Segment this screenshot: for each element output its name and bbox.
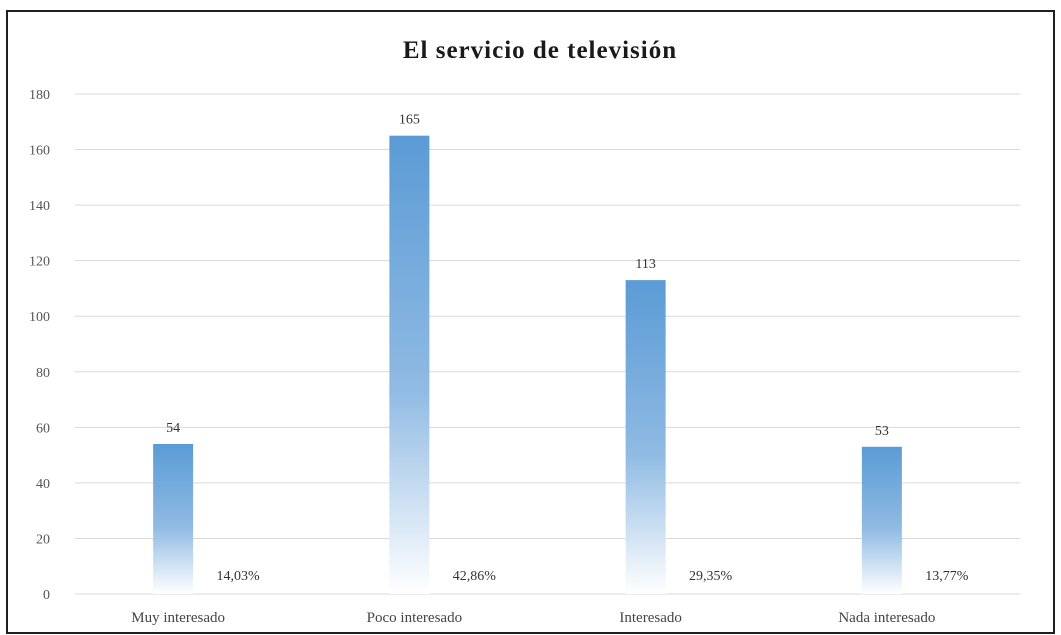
y-tick-label: 180 bbox=[29, 88, 50, 103]
bar bbox=[861, 446, 902, 594]
y-tick-label: 40 bbox=[36, 477, 50, 492]
y-axis-ticks: 0 20 40 60 80 100 120 140 160 180 bbox=[29, 88, 50, 603]
bar bbox=[153, 444, 194, 594]
x-axis-categories: Muy interesado Poco interesado Interesado N… bbox=[131, 610, 935, 626]
y-tick-label: 120 bbox=[29, 255, 50, 270]
y-tick-label: 60 bbox=[36, 421, 50, 436]
bar bbox=[389, 135, 430, 594]
bars bbox=[153, 135, 902, 594]
percent-label: 42,86% bbox=[453, 569, 497, 584]
value-label: 113 bbox=[635, 257, 655, 272]
y-tick-label: 140 bbox=[29, 199, 50, 214]
category-label: Interesado bbox=[619, 610, 681, 626]
bar bbox=[625, 280, 666, 594]
data-labels: 54 14,03% 165 42,86% 113 29,35% 53 13,77% bbox=[166, 113, 969, 584]
percent-label: 13,77% bbox=[925, 569, 969, 584]
category-label: Nada interesado bbox=[838, 610, 935, 626]
chart-title: El servicio de televisión bbox=[403, 37, 677, 64]
percent-label: 29,35% bbox=[689, 569, 733, 584]
y-tick-label: 100 bbox=[29, 310, 50, 325]
y-tick-label: 80 bbox=[36, 366, 50, 381]
y-tick-label: 160 bbox=[29, 144, 50, 159]
value-label: 165 bbox=[399, 113, 420, 128]
percent-label: 14,03% bbox=[217, 569, 261, 584]
y-tick-label: 20 bbox=[36, 532, 50, 547]
y-tick-label: 0 bbox=[43, 588, 50, 603]
value-label: 53 bbox=[875, 424, 889, 439]
value-label: 54 bbox=[166, 421, 180, 436]
category-label: Poco interesado bbox=[367, 610, 462, 626]
category-label: Muy interesado bbox=[131, 610, 225, 626]
